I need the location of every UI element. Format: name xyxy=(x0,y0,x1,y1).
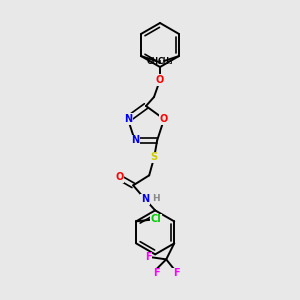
Text: F: F xyxy=(153,268,160,278)
Text: O: O xyxy=(160,114,168,124)
Text: CH₃: CH₃ xyxy=(158,56,173,65)
Text: H: H xyxy=(152,194,160,203)
Text: O: O xyxy=(115,172,123,182)
Text: N: N xyxy=(141,194,149,204)
Text: N: N xyxy=(124,114,132,124)
Text: F: F xyxy=(173,268,179,278)
Text: O: O xyxy=(156,75,164,85)
Text: S: S xyxy=(151,152,158,162)
Text: Cl: Cl xyxy=(151,214,161,224)
Text: CH₃: CH₃ xyxy=(147,56,162,65)
Text: N: N xyxy=(131,135,139,146)
Text: F: F xyxy=(145,252,152,262)
